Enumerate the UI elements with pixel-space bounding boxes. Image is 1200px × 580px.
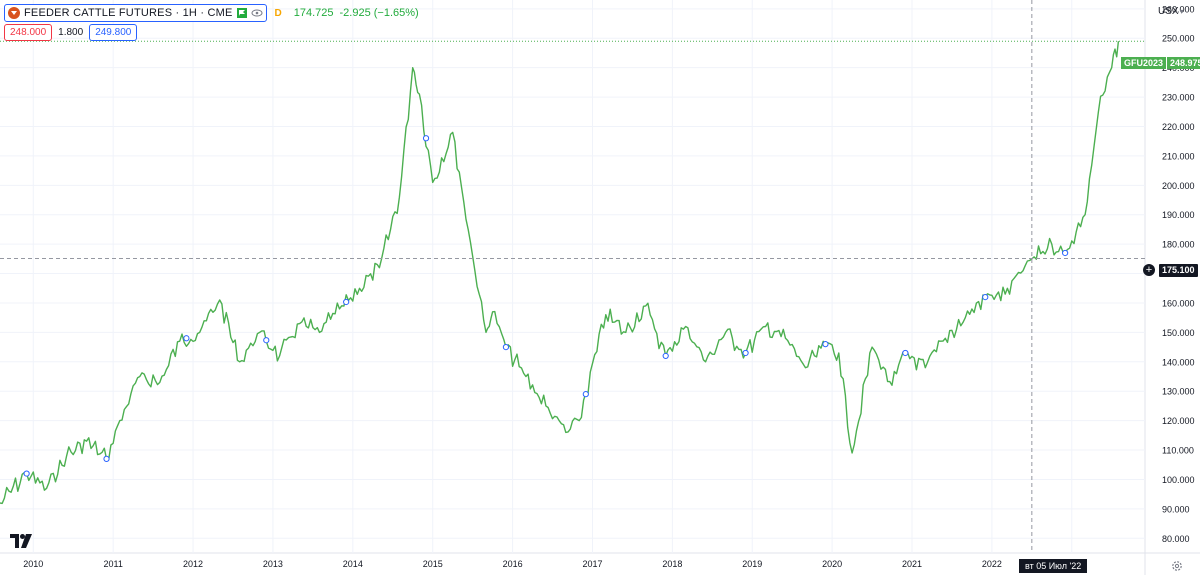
buy-button[interactable]: 249.800 <box>89 24 138 41</box>
x-tick-label: 2010 <box>23 559 43 569</box>
y-tick-label: 90.000 <box>1162 504 1190 514</box>
y-tick-label: 220.000 <box>1162 122 1195 132</box>
event-marker <box>103 455 110 462</box>
y-tick-label: 180.000 <box>1162 240 1195 250</box>
y-tick-label: 190.000 <box>1162 210 1195 220</box>
change-value: -2.925 (−1.65%) <box>339 7 419 19</box>
cattle-logo-icon <box>8 7 20 19</box>
y-tick-label: 150.000 <box>1162 328 1195 338</box>
crosshair-price-label: 175.100 <box>1159 264 1198 277</box>
eye-icon[interactable] <box>251 7 263 19</box>
event-marker <box>822 341 829 348</box>
last-price-value: 248.975 <box>1167 57 1200 69</box>
y-tick-label: 210.000 <box>1162 151 1195 161</box>
x-tick-label: 2015 <box>423 559 443 569</box>
event-marker <box>343 298 350 306</box>
x-tick-label: 2020 <box>822 559 842 569</box>
event-marker <box>1062 249 1069 257</box>
event-marker <box>263 337 270 344</box>
delayed-badge: D <box>274 7 282 19</box>
chevron-down-icon: ▾ <box>1179 7 1184 16</box>
currency-selector[interactable]: USX ▾ <box>1158 6 1184 17</box>
spread-value: 1.800 <box>58 27 84 38</box>
event-marker <box>982 293 989 301</box>
y-tick-label: 80.000 <box>1162 534 1190 544</box>
trade-prices: 248.000 1.800 249.800 <box>4 24 138 41</box>
y-tick-label: 200.000 <box>1162 181 1195 191</box>
x-tick-label: 2019 <box>742 559 762 569</box>
last-value: 174.725 <box>293 7 334 19</box>
last-price-symbol: GFU2023 <box>1121 57 1168 69</box>
event-marker <box>742 349 749 357</box>
event-marker <box>502 343 510 351</box>
y-tick-label: 120.000 <box>1162 416 1195 426</box>
last-price-label: GFU2023 248.975 <box>1121 57 1200 69</box>
event-marker <box>902 349 909 357</box>
sell-button[interactable]: 248.000 <box>4 24 53 41</box>
y-tick-label: 230.000 <box>1162 93 1195 103</box>
gear-icon[interactable] <box>1171 559 1183 571</box>
x-tick-label: 2018 <box>662 559 682 569</box>
event-marker <box>23 470 30 477</box>
y-tick-label: 140.000 <box>1162 357 1195 367</box>
event-marker <box>582 391 589 398</box>
flag-icon[interactable] <box>236 8 247 18</box>
tradingview-logo[interactable] <box>10 534 32 548</box>
add-plus-icon[interactable]: + <box>1143 264 1155 276</box>
crosshair-date-label: вт 05 Июл '22 <box>1019 559 1088 573</box>
y-tick-label: 100.000 <box>1162 475 1195 485</box>
x-tick-label: 2014 <box>343 559 363 569</box>
symbol-box[interactable]: FEEDER CATTLE FUTURES · 1H · CME <box>4 4 267 22</box>
x-tick-label: 2011 <box>103 559 122 569</box>
y-tick-label: 260.000 <box>1162 4 1195 14</box>
currency-label: USX <box>1158 6 1179 17</box>
x-tick-label: 2017 <box>582 559 602 569</box>
y-tick-label: 250.000 <box>1162 34 1195 44</box>
x-tick-label: 2016 <box>503 559 523 569</box>
y-tick-label: 160.000 <box>1162 298 1195 308</box>
event-marker <box>422 135 430 142</box>
x-tick-label: 2012 <box>183 559 203 569</box>
x-tick-label: 2022 <box>982 559 1002 569</box>
x-tick-label: 2013 <box>263 559 283 569</box>
price-change: 174.725 -2.925 (−1.65%) <box>294 7 419 19</box>
event-marker <box>662 352 669 360</box>
legend: FEEDER CATTLE FUTURES · 1H · CME D 174.7… <box>4 4 419 22</box>
y-tick-label: 110.000 <box>1162 446 1194 456</box>
x-tick-label: 2021 <box>902 559 922 569</box>
price-line <box>0 41 1120 505</box>
y-tick-label: 130.000 <box>1162 387 1195 397</box>
event-marker <box>183 335 190 342</box>
symbol-title: FEEDER CATTLE FUTURES · 1H · CME <box>24 7 233 19</box>
